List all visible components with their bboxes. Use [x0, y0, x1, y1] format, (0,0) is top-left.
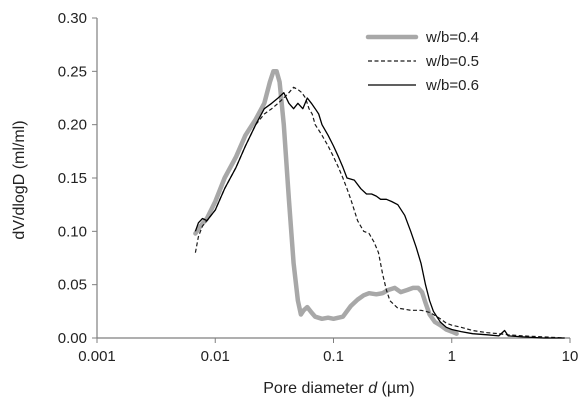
x-axis-label: Pore diameter d (µm)	[263, 380, 415, 397]
series-line-2	[194, 86, 565, 339]
axes	[96, 18, 570, 339]
y-tick-label: 0.30	[58, 10, 87, 27]
y-tick-label: 0.25	[58, 63, 87, 80]
y-axis-label: dV/dlogD (ml/ml)	[11, 120, 28, 239]
legend-label-2: w/b=0.5	[425, 53, 479, 70]
y-tick-label: 0.00	[58, 330, 87, 347]
x-tick-label: 10	[562, 348, 579, 365]
x-tick-label: 0.1	[323, 348, 344, 365]
x-axis-label-var: d	[368, 380, 378, 397]
x-tick-label: 1	[448, 348, 456, 365]
x-tick-label: 0.01	[201, 348, 230, 365]
y-tick-label: 0.15	[58, 170, 87, 187]
legend: w/b=0.4 w/b=0.5 w/b=0.6	[365, 29, 479, 94]
x-tick-labels: 0.001 0.01 0.1 1 10	[78, 348, 578, 365]
y-tick-label: 0.05	[58, 277, 87, 294]
tick-marks	[92, 17, 571, 343]
series-line-1	[193, 69, 459, 336]
legend-label-1: w/b=0.4	[425, 29, 479, 46]
x-axis-label-pre: Pore diameter	[263, 380, 368, 397]
y-tick-label: 0.20	[58, 117, 87, 134]
series-line-3	[194, 92, 565, 339]
x-tick-label: 0.001	[78, 348, 116, 365]
y-tick-labels: 0.00 0.05 0.10 0.15 0.20 0.25 0.30	[58, 10, 87, 347]
x-axis-label-post: (µm)	[377, 380, 415, 397]
y-tick-label: 0.10	[58, 223, 87, 240]
legend-label-3: w/b=0.6	[425, 77, 479, 94]
series-lines	[193, 69, 565, 339]
